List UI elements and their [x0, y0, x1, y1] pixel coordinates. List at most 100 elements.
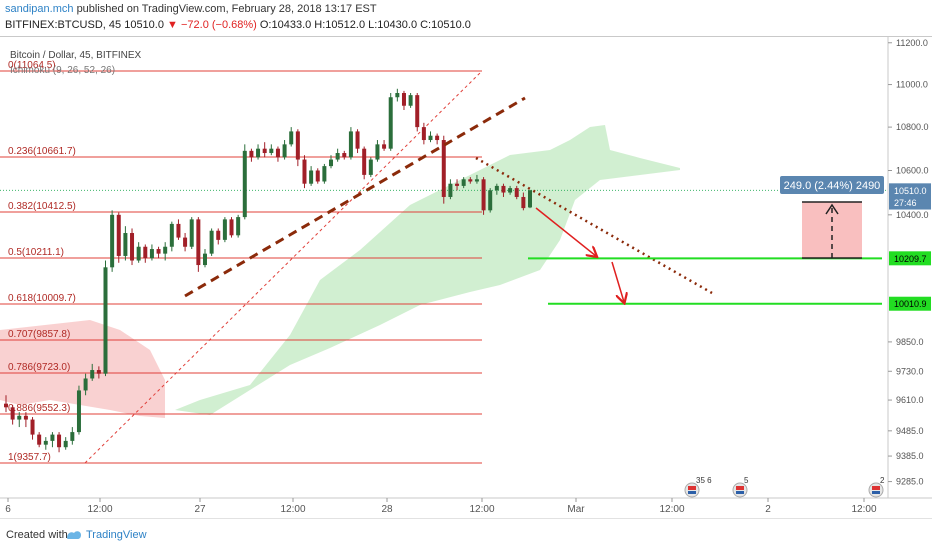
y-tick-label: 10800.0: [896, 122, 929, 132]
chart-title: Bitcoin / Dollar, 45, BITFINEX: [10, 50, 141, 61]
candle-body: [83, 378, 88, 391]
candle-body: [116, 214, 121, 256]
candle-body: [302, 159, 307, 184]
symbol-line: BITFINEX:BTCUSD, 45 10510.0 ▼ −72.0 (−0.…: [5, 19, 471, 31]
author-link[interactable]: sandipan.mch: [5, 3, 74, 15]
candle-body: [275, 148, 280, 158]
candle-body: [309, 170, 314, 184]
ichimoku-cloud-green: [175, 125, 680, 415]
candle-body: [295, 131, 300, 160]
candle-body: [222, 219, 227, 240]
event-flag-stripe: [872, 486, 880, 490]
x-tick-label: 12:00: [851, 504, 876, 515]
candle-body: [43, 440, 48, 445]
projection-arrow: [611, 261, 624, 302]
candle-body: [23, 415, 28, 420]
candle-body: [501, 185, 506, 193]
publish-line: sandipan.mch published on TradingView.co…: [5, 3, 377, 15]
last-price: 10510.0: [124, 19, 164, 31]
price-chart[interactable]: 0(11064.5) 0.236(10661.7) 0.382(10412.5) 0.…: [0, 36, 932, 518]
x-tick-label: 12:00: [87, 504, 112, 515]
price-change: ▼ −72.0 (−0.68%): [167, 19, 257, 31]
candle-body: [202, 253, 207, 266]
candle-body: [322, 166, 327, 182]
y-tick-label: 11200.0: [896, 38, 928, 48]
candle-body: [382, 144, 387, 149]
candle-body: [236, 217, 241, 236]
candle-body: [163, 246, 168, 254]
candle-body: [528, 190, 532, 208]
tradingview-logo-icon[interactable]: [66, 528, 82, 540]
candle-body: [156, 249, 161, 254]
footer-bar: Created with TradingView: [0, 518, 932, 551]
candle-body: [415, 95, 420, 128]
y-tick-label: 9850.0: [896, 337, 924, 347]
candle-body: [216, 230, 221, 240]
fib-label: 0.886(9552.3): [8, 403, 70, 414]
x-tick-label: 27: [194, 504, 206, 515]
fib-label: 0.5(10211.1): [8, 247, 64, 258]
candle-body: [37, 434, 42, 445]
x-tick-label: 2: [765, 504, 771, 515]
price-tag-label: 10209.7: [894, 254, 927, 264]
x-tick-label: 12:00: [659, 504, 684, 515]
candle-body: [329, 159, 334, 167]
candle-body: [494, 185, 499, 191]
candle-body: [229, 219, 234, 236]
candle-body: [130, 233, 135, 261]
candle-body: [461, 179, 466, 186]
candle-body: [441, 140, 446, 197]
candle-body: [136, 246, 141, 261]
candle-body: [342, 153, 347, 158]
y-tick-label: 11000.0: [896, 80, 928, 90]
event-flag-stripe: [688, 491, 696, 494]
projection-arrowhead: [825, 203, 839, 215]
price-tag: [889, 183, 931, 198]
candle-body: [408, 95, 413, 106]
candle-body: [448, 183, 453, 197]
fib-label: 0.236(10661.7): [8, 146, 76, 157]
y-tick-label: 9485.0: [896, 426, 924, 436]
candle-body: [488, 190, 493, 211]
price-tag: [889, 195, 931, 210]
event-flag-label: 35 6: [696, 476, 712, 485]
candle-body: [30, 419, 35, 435]
price-tag-label: 10010.9: [894, 299, 927, 309]
symbol-label: BITFINEX:BTCUSD, 45: [5, 19, 122, 31]
event-flag-stripe: [736, 486, 744, 490]
price-tag-label: 27:46: [894, 198, 917, 208]
candle-body: [176, 223, 181, 238]
y-tick-label: 10400.0: [896, 210, 929, 220]
tradingview-brand[interactable]: TradingView: [86, 529, 147, 541]
fib-label: 1(9357.7): [8, 452, 51, 463]
candle-body: [149, 249, 154, 259]
candle-body: [335, 153, 340, 160]
fib-trend-line: [84, 70, 483, 464]
event-flag-label: 2: [880, 476, 885, 485]
candle-body: [428, 135, 433, 141]
candle-body: [435, 135, 440, 141]
candle-body: [76, 390, 81, 433]
candle-body: [368, 159, 373, 175]
fib-label: 0(11064.5): [8, 60, 56, 71]
price-tag: [889, 296, 931, 311]
fib-label: 0.382(10412.5): [8, 201, 76, 212]
y-tick-label: 10600.0: [896, 165, 929, 175]
created-with-label: Created with: [6, 529, 68, 541]
candle-body: [209, 230, 214, 254]
y-tick-label: 9285.0: [896, 477, 924, 487]
candle-body: [4, 403, 8, 408]
candle-body: [90, 370, 95, 379]
candle-body: [249, 150, 254, 158]
candle-body: [189, 219, 194, 247]
projection-label: 249.0 (2.44%) 2490: [784, 180, 881, 192]
price-tag-label: 10510.0: [894, 186, 927, 196]
candle-body: [468, 179, 473, 182]
x-tick-label: 12:00: [469, 504, 494, 515]
event-flag-stripe: [688, 486, 696, 490]
candle-body: [401, 93, 406, 106]
event-flag-stripe: [736, 491, 744, 494]
y-tick-label: 9385.0: [896, 451, 924, 461]
projection-arrow: [535, 207, 596, 256]
candle-body: [269, 148, 274, 154]
